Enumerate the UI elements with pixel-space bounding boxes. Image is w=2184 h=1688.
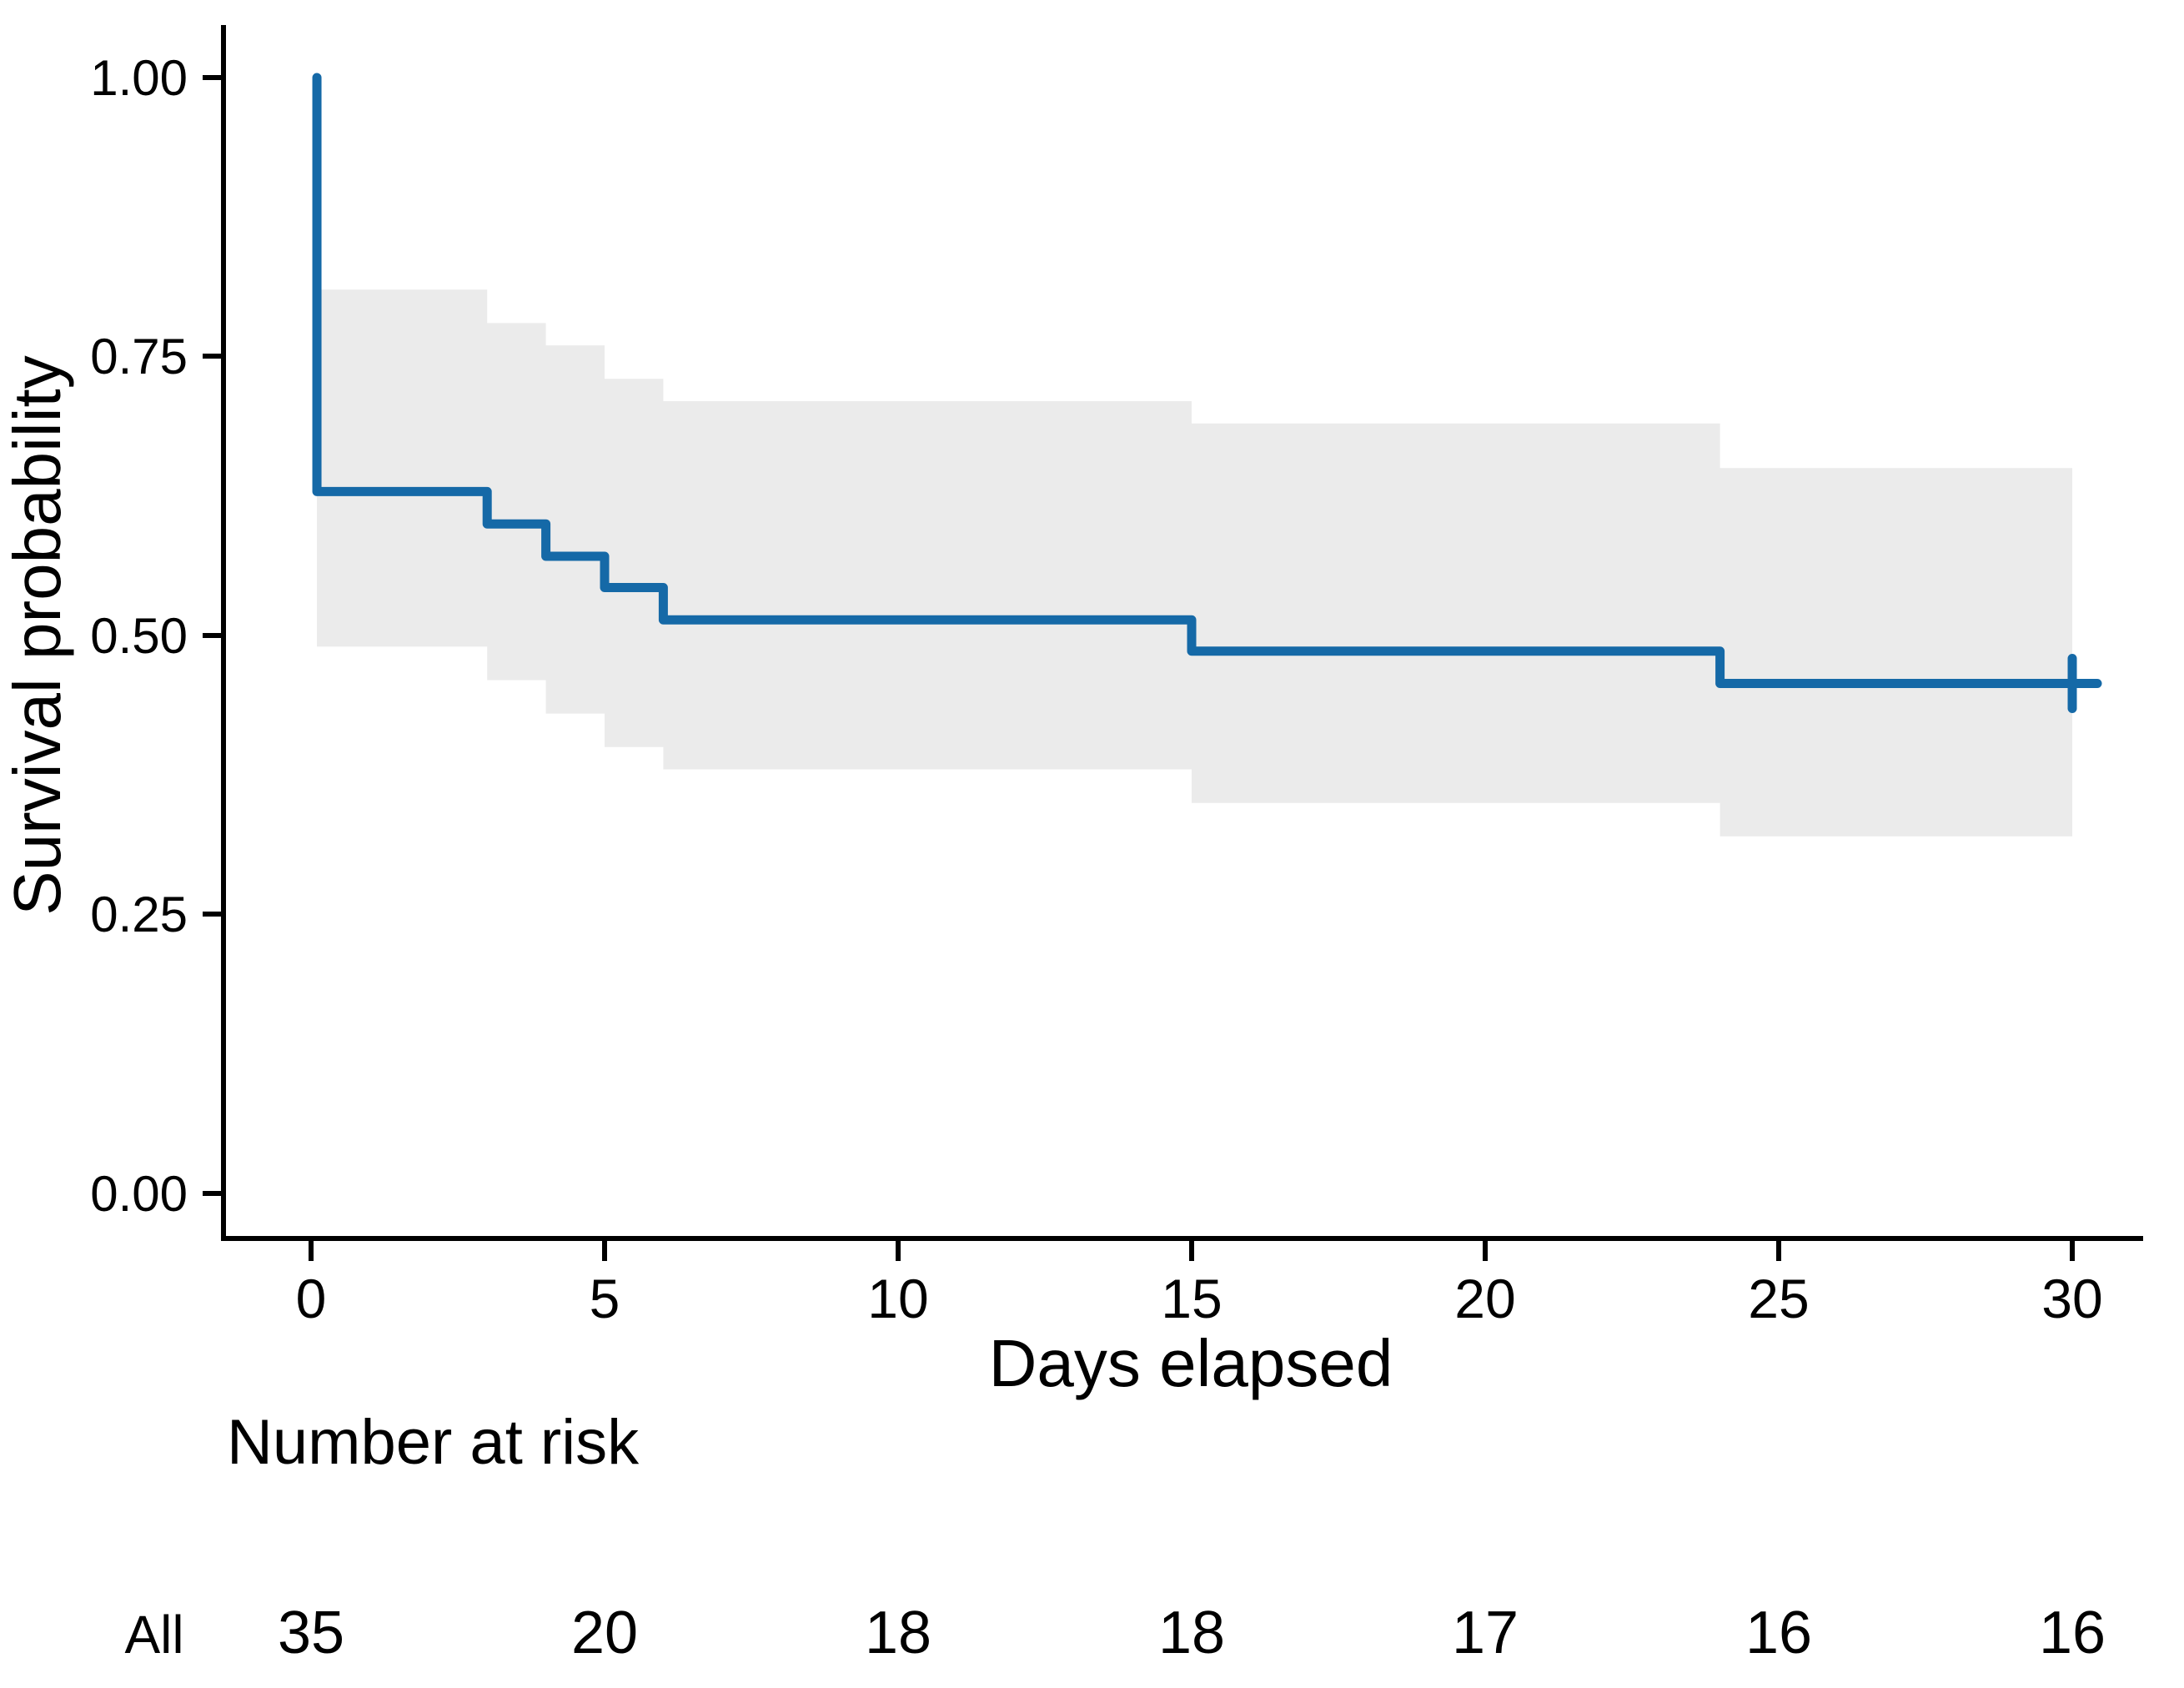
x-tick-label-10: 10 [867, 1268, 928, 1329]
risk-count-day0: 35 [278, 1600, 344, 1666]
confidence-band-layer [317, 289, 2072, 836]
x-tick-label-5: 5 [590, 1268, 620, 1329]
risk-table-title: Number at risk [227, 1407, 640, 1478]
survival-step-curve [312, 73, 2077, 689]
y-tick-marks [203, 75, 223, 1196]
y-tick-label-0.75: 0.75 [90, 329, 188, 384]
y-tick-label-0.50: 0.50 [90, 608, 188, 664]
x-tick-label-20: 20 [1454, 1268, 1515, 1329]
risk-count-day25: 16 [1745, 1600, 1812, 1666]
survival-curve-layer [312, 73, 2102, 714]
y-tick-label-0.25: 0.25 [90, 887, 188, 942]
x-tick-marks [309, 1238, 2075, 1261]
y-axis-title: Survival probability [0, 355, 74, 915]
x-tick-label-15: 15 [1161, 1268, 1222, 1329]
risk-count-day10: 18 [865, 1600, 931, 1666]
x-tick-label-25: 25 [1748, 1268, 1809, 1329]
risk-row-label: All [124, 1605, 183, 1665]
y-tick-label-0.00: 0.00 [90, 1166, 188, 1222]
risk-count-day5: 20 [571, 1600, 638, 1666]
confidence-band [317, 289, 2072, 836]
x-tick-label-0: 0 [296, 1268, 327, 1329]
risk-count-day30: 16 [2039, 1600, 2106, 1666]
x-axis-title: Days elapsed [989, 1326, 1393, 1400]
risk-count-day15: 18 [1158, 1600, 1225, 1666]
y-tick-label-1.00: 1.00 [90, 50, 188, 106]
x-tick-label-30: 30 [2041, 1268, 2102, 1329]
risk-count-day20: 17 [1452, 1600, 1519, 1666]
censor-plus-mark [2042, 654, 2102, 714]
